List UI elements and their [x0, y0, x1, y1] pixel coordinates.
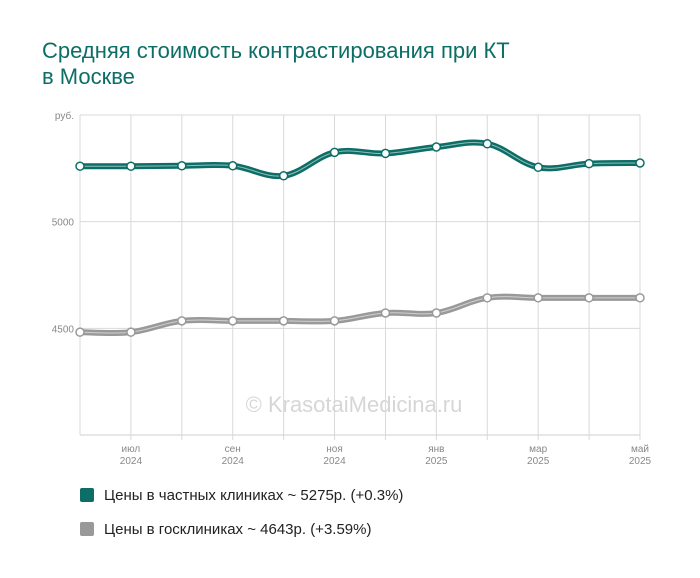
x-tick-label-year: 2024 [222, 456, 245, 467]
legend-label: Цены в частных клиниках ~ 5275р. (+0.3%) [104, 486, 404, 504]
data-point[interactable] [126, 161, 136, 171]
series-layer [75, 139, 645, 337]
series-line [77, 293, 643, 337]
x-tick-label-year: 2025 [527, 456, 550, 467]
data-point[interactable] [482, 293, 493, 303]
y-gridlines [80, 114, 640, 436]
series-line [77, 139, 643, 180]
legend-swatch [80, 522, 94, 536]
data-point[interactable] [533, 293, 543, 303]
data-point[interactable] [177, 316, 187, 326]
data-point[interactable] [380, 148, 391, 159]
chart-title-line-1: Средняя стоимость контрастирования при К… [42, 38, 510, 63]
legend-swatch [80, 488, 94, 502]
x-tick-label-year: 2024 [120, 456, 143, 467]
data-point[interactable] [482, 139, 493, 149]
legend-label: Цены в госклиниках ~ 4643р. (+3.59%) [104, 520, 372, 538]
data-point[interactable] [75, 327, 85, 337]
data-point[interactable] [329, 316, 340, 326]
data-point[interactable] [278, 316, 289, 326]
data-point[interactable] [227, 316, 238, 326]
x-tick-label-year: 2025 [629, 456, 652, 467]
chart-title-line-2: в Москве [42, 64, 135, 89]
data-point[interactable] [227, 161, 238, 171]
series-1 [75, 139, 645, 181]
legend: Цены в частных клиниках ~ 5275р. (+0.3%)… [80, 478, 403, 546]
data-point[interactable] [584, 293, 594, 303]
legend-item-2[interactable]: Цены в госклиниках ~ 4643р. (+3.59%) [80, 512, 403, 546]
x-tick-label-year: 2024 [323, 456, 346, 467]
data-point[interactable] [126, 327, 136, 337]
watermark: © KrasotaiMedicina.ru [246, 392, 463, 417]
x-tick-label-month: янв [428, 444, 444, 455]
y-tick-label: 4500 [52, 324, 75, 335]
data-point[interactable] [431, 142, 442, 152]
data-point[interactable] [177, 161, 187, 171]
data-point[interactable] [431, 308, 442, 318]
data-point[interactable] [635, 293, 645, 303]
x-tick-label-month: июл [122, 444, 141, 455]
x-tick-label-year: 2025 [425, 456, 448, 467]
x-tick-label-month: мар [529, 444, 547, 455]
chart-title: Средняя стоимость контрастирования при К… [42, 38, 642, 90]
legend-item-1[interactable]: Цены в частных клиниках ~ 5275р. (+0.3%) [80, 478, 403, 512]
x-tick-label-month: ноя [326, 444, 343, 455]
y-tick-label: 5000 [52, 218, 75, 229]
data-point[interactable] [635, 158, 645, 168]
series-2 [75, 293, 645, 337]
data-point[interactable] [75, 161, 85, 171]
y-axis-labels: руб. 5000 4500 [52, 110, 75, 335]
data-point[interactable] [584, 158, 594, 169]
x-tick-label-month: май [631, 444, 649, 455]
x-tick-label-month: сен [225, 444, 241, 455]
series-line-highlight [79, 142, 641, 177]
data-point[interactable] [380, 308, 391, 318]
x-axis-labels: июл2024сен2024ноя2024янв2025мар2025май20… [120, 444, 652, 467]
data-point[interactable] [533, 162, 543, 173]
y-tick-label: руб. [55, 110, 74, 122]
data-point[interactable] [329, 147, 340, 158]
data-point[interactable] [278, 171, 289, 181]
